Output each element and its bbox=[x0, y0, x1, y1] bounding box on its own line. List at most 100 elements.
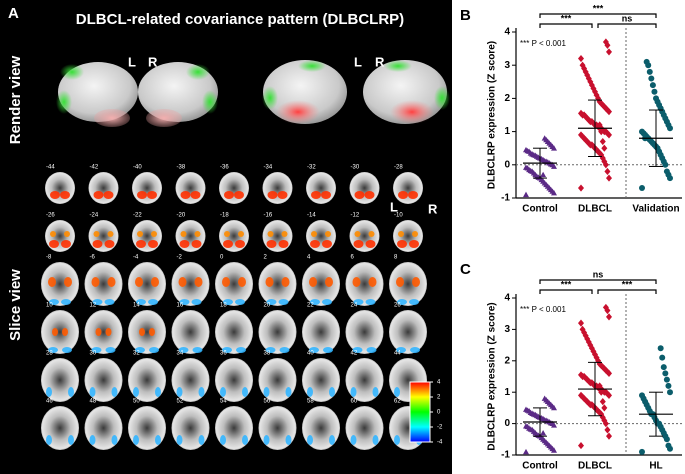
brain-slice bbox=[349, 172, 380, 204]
lr-label: R bbox=[148, 54, 158, 69]
slice-activation bbox=[148, 299, 158, 305]
slice-activation bbox=[107, 277, 116, 287]
slice-activation bbox=[180, 191, 191, 199]
slice-activation bbox=[104, 299, 115, 305]
brain-slice bbox=[84, 406, 123, 450]
slice-label: 8 bbox=[394, 255, 398, 261]
brain-slice bbox=[258, 406, 297, 450]
data-point bbox=[587, 341, 594, 349]
slice-shape bbox=[45, 220, 75, 252]
slice-label: -10 bbox=[394, 213, 403, 219]
significance-label: *** bbox=[561, 279, 572, 289]
slice-label: 24 bbox=[351, 303, 358, 309]
slice-activation bbox=[309, 277, 317, 287]
slice-label: 48 bbox=[90, 399, 97, 405]
data-point bbox=[606, 48, 612, 56]
slice-activation bbox=[155, 387, 161, 397]
slice-activation bbox=[198, 387, 205, 397]
slice-label: -42 bbox=[90, 165, 99, 171]
slice-activation bbox=[408, 191, 418, 199]
slice-shape bbox=[175, 220, 206, 252]
data-point bbox=[601, 144, 608, 152]
slice-activation bbox=[139, 328, 145, 336]
data-point bbox=[541, 395, 548, 401]
slice-activation bbox=[397, 299, 407, 305]
brain-slice bbox=[41, 358, 79, 402]
brain-slice bbox=[345, 406, 384, 450]
p-value-annotation: *** P < 0.001 bbox=[520, 39, 566, 48]
slice-activation bbox=[365, 240, 376, 248]
slice-label: -36 bbox=[220, 165, 229, 171]
slice-activation bbox=[398, 231, 404, 237]
lr-label: R bbox=[375, 54, 385, 69]
data-point bbox=[663, 376, 670, 383]
y-tick-label: 1 bbox=[504, 126, 510, 137]
data-point bbox=[602, 303, 609, 312]
slice-activation bbox=[350, 435, 357, 445]
slice-shape bbox=[41, 262, 79, 306]
slice-activation bbox=[133, 387, 139, 397]
brain-slice bbox=[219, 220, 249, 252]
data-point bbox=[523, 146, 529, 153]
brain-slice bbox=[306, 172, 336, 204]
slice-activation bbox=[368, 277, 377, 287]
lr-label: L bbox=[354, 54, 362, 69]
slice-label: 46 bbox=[46, 399, 53, 405]
colorbar-tick-label: 4 bbox=[437, 380, 441, 386]
slice-activation bbox=[307, 387, 313, 397]
data-point bbox=[523, 423, 529, 429]
slice-shape bbox=[302, 262, 340, 306]
brain-slice bbox=[128, 262, 166, 306]
colorbar bbox=[409, 381, 431, 443]
panel-letter: B bbox=[460, 7, 471, 24]
brain-slice bbox=[171, 406, 210, 450]
slice-activation bbox=[242, 387, 248, 397]
data-point bbox=[604, 426, 611, 434]
brain-slice bbox=[258, 358, 297, 402]
brain-slice bbox=[128, 406, 166, 450]
slice-activation bbox=[311, 191, 321, 199]
brain-slice bbox=[128, 310, 166, 354]
data-point bbox=[601, 404, 608, 412]
slice-activation bbox=[394, 387, 400, 397]
brain-slice bbox=[175, 172, 206, 204]
slice-label: 42 bbox=[351, 351, 358, 357]
slice-shape bbox=[171, 310, 210, 354]
data-point bbox=[667, 389, 673, 396]
significance-bracket bbox=[539, 23, 593, 28]
slice-label: -38 bbox=[177, 165, 186, 171]
slice-activation bbox=[310, 299, 320, 305]
significance-label: *** bbox=[593, 3, 604, 13]
slice-activation bbox=[64, 277, 72, 287]
slice-activation bbox=[224, 191, 234, 199]
slice-activation bbox=[180, 231, 187, 237]
data-point bbox=[601, 416, 608, 425]
slice-shape bbox=[302, 406, 340, 450]
slice-label: -4 bbox=[133, 255, 139, 261]
brain-slice bbox=[45, 172, 75, 204]
slice-activation bbox=[323, 347, 333, 353]
slice-activation bbox=[412, 231, 418, 237]
slice-shape bbox=[302, 358, 340, 402]
data-point bbox=[578, 441, 584, 450]
data-point bbox=[599, 398, 606, 406]
brain-slice bbox=[345, 358, 384, 402]
brain-slice bbox=[84, 358, 123, 402]
slice-activation bbox=[133, 435, 139, 445]
slice-activation bbox=[266, 240, 277, 248]
slice-label: 12 bbox=[90, 303, 97, 309]
slice-shape bbox=[132, 220, 162, 252]
brain-slice bbox=[132, 220, 162, 252]
brain-slice bbox=[128, 358, 166, 402]
slice-activation bbox=[265, 347, 276, 353]
slice-shape bbox=[262, 172, 293, 204]
slice-activation bbox=[266, 299, 277, 305]
slice-activation bbox=[281, 277, 290, 287]
slice-activation bbox=[178, 277, 187, 287]
data-point bbox=[639, 392, 645, 399]
slice-activation bbox=[354, 231, 361, 237]
slice-shape bbox=[345, 358, 384, 402]
slice-label: 2 bbox=[264, 255, 268, 261]
y-axis-label: DLBCLRP expression (Z score) bbox=[487, 41, 498, 189]
